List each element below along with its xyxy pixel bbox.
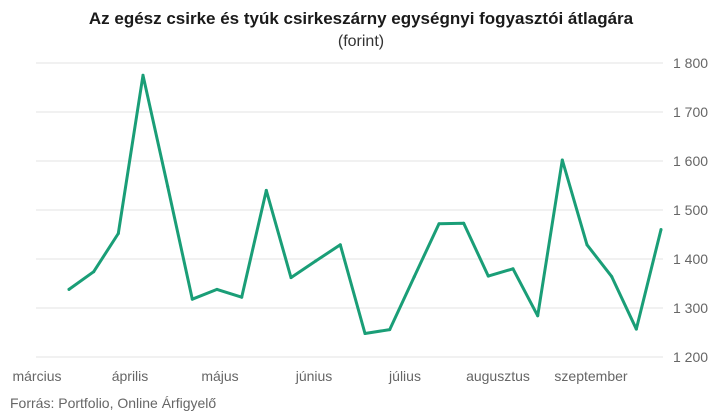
source-note: Forrás: Portfolio, Online Árfigyelő (10, 395, 217, 411)
x-tick-label: április (112, 368, 149, 384)
data-point (190, 297, 194, 301)
y-tick-label: 1 500 (673, 202, 708, 218)
data-point (264, 188, 268, 192)
data-point (486, 274, 490, 278)
series-layer (67, 73, 663, 335)
x-tick-label: március (12, 368, 61, 384)
gridlines (36, 62, 663, 358)
data-point (437, 222, 441, 226)
data-point (92, 270, 96, 274)
data-point (289, 276, 293, 280)
data-point (462, 221, 466, 225)
data-point (338, 243, 342, 247)
data-point (116, 232, 120, 235)
x-tick-label: augusztus (466, 368, 530, 384)
data-point (240, 295, 244, 299)
y-tick-label: 1 800 (673, 55, 708, 71)
data-point (67, 287, 71, 291)
chart-subtitle: (forint) (337, 33, 385, 50)
data-point (634, 327, 638, 331)
series-line (67, 73, 663, 335)
data-point (363, 332, 367, 335)
data-point (388, 328, 392, 332)
y-tick-label: 1 300 (673, 300, 708, 316)
x-tick-label: május (201, 368, 238, 384)
data-point (560, 158, 564, 162)
data-point (511, 267, 515, 271)
data-point (166, 185, 170, 188)
chart-title: Az egész csirke és tyúk csirkeszárny egy… (88, 9, 634, 28)
data-point (585, 243, 589, 247)
x-tick-label: július (388, 368, 421, 384)
y-tick-label: 1 600 (673, 153, 708, 169)
x-axis-ticks: március április május június július augusztus… (12, 368, 627, 384)
y-tick-label: 1 200 (673, 349, 708, 365)
data-point (141, 73, 145, 77)
data-point (215, 287, 219, 291)
data-point (314, 259, 318, 263)
y-tick-label: 1 700 (673, 104, 708, 120)
data-point (659, 228, 663, 232)
y-tick-label: 1 400 (673, 251, 708, 267)
data-point (536, 314, 540, 318)
y-axis-ticks: 1 200 1 300 1 400 1 500 1 600 1 700 1 800 (673, 55, 708, 365)
x-tick-label: június (295, 368, 333, 384)
x-tick-label: szeptember (554, 368, 627, 384)
data-point (412, 275, 416, 279)
data-point (610, 275, 614, 279)
